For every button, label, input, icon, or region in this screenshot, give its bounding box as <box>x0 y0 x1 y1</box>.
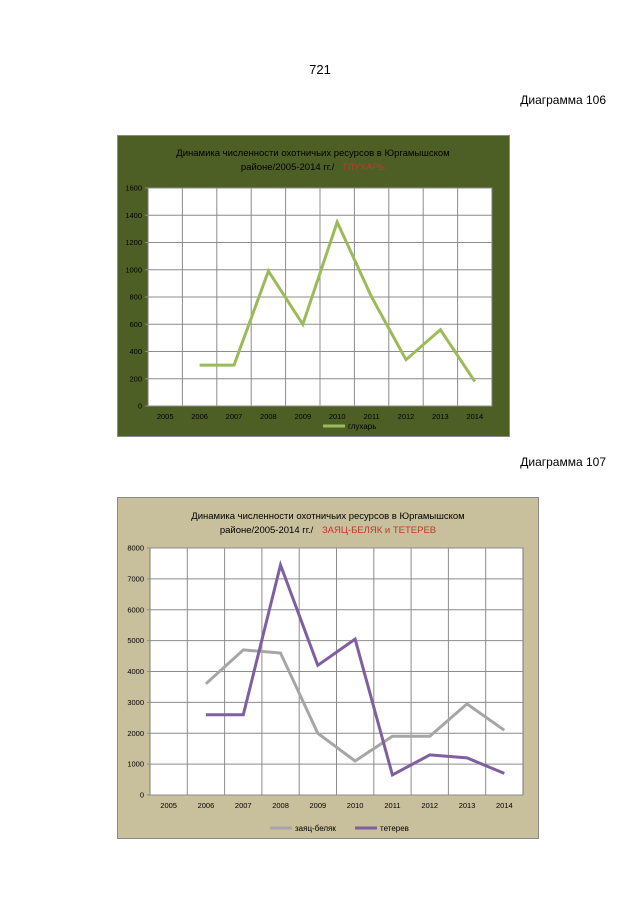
x-tick-label: 2007 <box>235 801 252 810</box>
x-tick-label: 2012 <box>421 801 438 810</box>
y-tick-label: 1000 <box>125 265 142 274</box>
diagram-label-106: Диаграмма 106 <box>520 93 606 107</box>
x-tick-label: 2007 <box>226 412 243 421</box>
x-tick-label: 2006 <box>191 412 208 421</box>
x-tick-label: 2006 <box>198 801 215 810</box>
y-tick-label: 1200 <box>125 238 142 247</box>
chart-hare-blackgrouse: Динамика численности охотничьих ресурсов… <box>117 497 539 839</box>
chart-title-plain: районе/2005-2014 гг./ <box>241 162 335 173</box>
y-tick-label: 400 <box>129 347 142 356</box>
y-tick-label: 1600 <box>125 184 142 193</box>
legend-label: тетерев <box>380 824 409 833</box>
x-tick-label: 2005 <box>160 801 177 810</box>
y-tick-label: 0 <box>140 791 144 800</box>
x-tick-label: 2010 <box>329 412 346 421</box>
y-tick-label: 4000 <box>127 667 144 676</box>
page-number: 721 <box>309 62 331 77</box>
x-tick-label: 2012 <box>398 412 415 421</box>
x-tick-label: 2011 <box>364 412 380 421</box>
diagram-label-107: Диаграмма 107 <box>520 455 606 469</box>
x-tick-label: 2014 <box>466 412 483 421</box>
series-line-0 <box>199 218 477 383</box>
y-tick-label: 6000 <box>127 605 144 614</box>
x-tick-label: 2011 <box>384 801 400 810</box>
y-tick-label: 1400 <box>125 211 142 220</box>
chart-title-line-1: Динамика численности охотничьих ресурсов… <box>191 511 464 522</box>
legend-label: глухарь <box>348 422 376 431</box>
x-tick-label: 2009 <box>310 801 327 810</box>
x-tick-label: 2013 <box>459 801 476 810</box>
chart-title-line-2: районе/2005-2014 гг./ ЗАЯЦ-БЕЛЯК и ТЕТЕР… <box>220 525 436 536</box>
x-tick-label: 2009 <box>294 412 311 421</box>
x-tick-label: 2010 <box>347 801 364 810</box>
chart-grouse: Динамика численности охотничьих ресурсов… <box>117 135 510 437</box>
series-line-0 <box>204 648 506 763</box>
y-tick-label: 7000 <box>127 574 144 583</box>
chart-title-accent: ЗАЯЦ-БЕЛЯК и ТЕТЕРЕВ <box>322 525 436 536</box>
x-tick-label: 2008 <box>272 801 289 810</box>
x-tick-label: 2005 <box>157 412 174 421</box>
legend-label: заяц-беляк <box>295 824 336 833</box>
chart-grouse-svg: Динамика численности охотничьих ресурсов… <box>125 148 493 431</box>
y-tick-label: 600 <box>129 320 142 329</box>
chart-title-accent: ГЛУХАРЬ <box>343 162 385 173</box>
x-tick-label: 2008 <box>260 412 277 421</box>
y-tick-label: 3000 <box>127 698 144 707</box>
chart-title-line-1: Динамика численности охотничьих ресурсов… <box>176 148 449 159</box>
chart-hare-blackgrouse-svg: Динамика численности охотничьих ресурсов… <box>127 511 524 833</box>
y-tick-label: 2000 <box>127 729 144 738</box>
series-line-1 <box>205 559 505 778</box>
x-tick-label: 2013 <box>432 412 449 421</box>
chart-title-line-2: районе/2005-2014 гг./ ГЛУХАРЬ <box>241 162 385 173</box>
y-tick-label: 1000 <box>127 760 144 769</box>
y-tick-label: 8000 <box>127 544 144 553</box>
y-tick-label: 800 <box>129 293 142 302</box>
chart-title-plain: районе/2005-2014 гг./ <box>220 525 314 536</box>
x-tick-label: 2014 <box>496 801 513 810</box>
y-tick-label: 5000 <box>127 636 144 645</box>
y-tick-label: 0 <box>138 402 142 411</box>
y-tick-label: 200 <box>129 374 142 383</box>
